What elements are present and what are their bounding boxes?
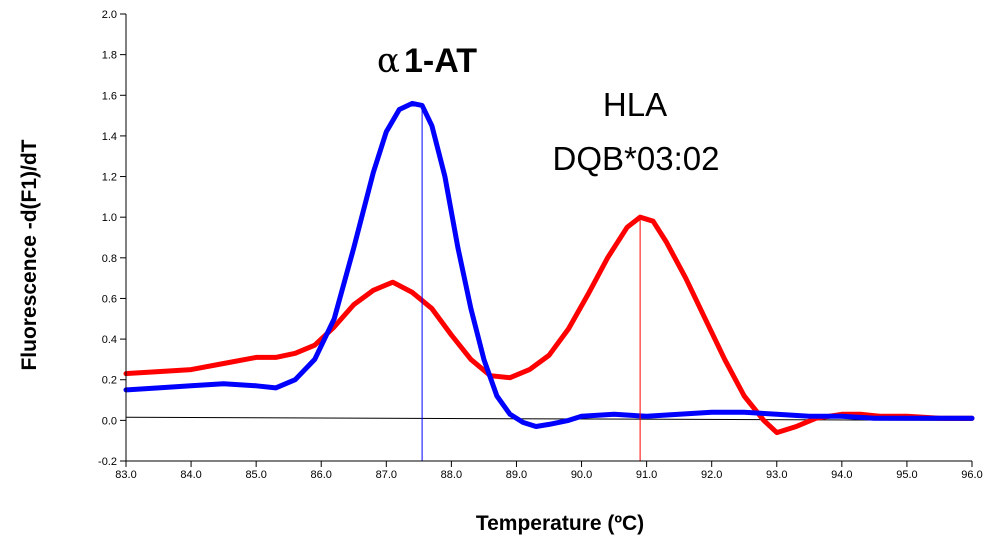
x-tick-label: 87.0	[376, 469, 397, 481]
x-tick-label: 90.0	[571, 469, 592, 481]
x-tick-label: 86.0	[311, 469, 332, 481]
y-tick-label: 0.8	[102, 253, 117, 265]
x-tick-label: 93.0	[766, 469, 787, 481]
y-tick-label: 1.6	[102, 90, 117, 102]
y-tick-label: 0.6	[102, 293, 117, 305]
x-tick-label: 95.0	[896, 469, 917, 481]
x-tick-label: 85.0	[245, 469, 266, 481]
y-tick-label: 1.0	[102, 212, 117, 224]
x-axis-title: Temperature (ºC)	[476, 512, 644, 535]
series-line-0	[123, 100, 975, 429]
y-tick-label: -0.2	[98, 456, 117, 468]
annotation-hla: HLA	[603, 86, 667, 123]
y-tick-label: 0.2	[102, 375, 117, 387]
y-tick-label: 0.4	[102, 334, 117, 346]
y-tick-label: 0.0	[102, 415, 117, 427]
x-tick-label: 83.0	[115, 469, 136, 481]
y-tick-label: 1.4	[102, 131, 117, 143]
plot-area	[123, 100, 975, 461]
x-tick-label: 84.0	[180, 469, 201, 481]
x-tick-label: 91.0	[636, 469, 657, 481]
y-tick-label: 2.0	[102, 9, 117, 21]
x-tick-label: 88.0	[441, 469, 462, 481]
annotation-dqb: DQB*03:02	[553, 140, 720, 177]
annotation-alpha-label: 1-AT	[404, 42, 477, 80]
x-tick-label: 89.0	[506, 469, 527, 481]
annotation-alpha-symbol: α	[377, 41, 400, 81]
x-tick-label: 94.0	[831, 469, 852, 481]
axes: -0.2 0.0 0.2 0.4 0.6 0.8 1.0 1.2 1.4 1.6 1.8 2.0 83.…	[98, 9, 983, 481]
annotation-alpha-1-at: α 1-AT	[377, 41, 477, 81]
y-axis-title: Fluorescence -d(F1)/dT	[18, 139, 41, 370]
series-line-2	[125, 416, 973, 421]
y-tick-label: 1.8	[102, 50, 117, 62]
x-tick-label: 96.0	[961, 469, 982, 481]
y-tick-label: 1.2	[102, 172, 117, 184]
x-tick-label: 92.0	[701, 469, 722, 481]
series-line-1	[123, 214, 975, 436]
